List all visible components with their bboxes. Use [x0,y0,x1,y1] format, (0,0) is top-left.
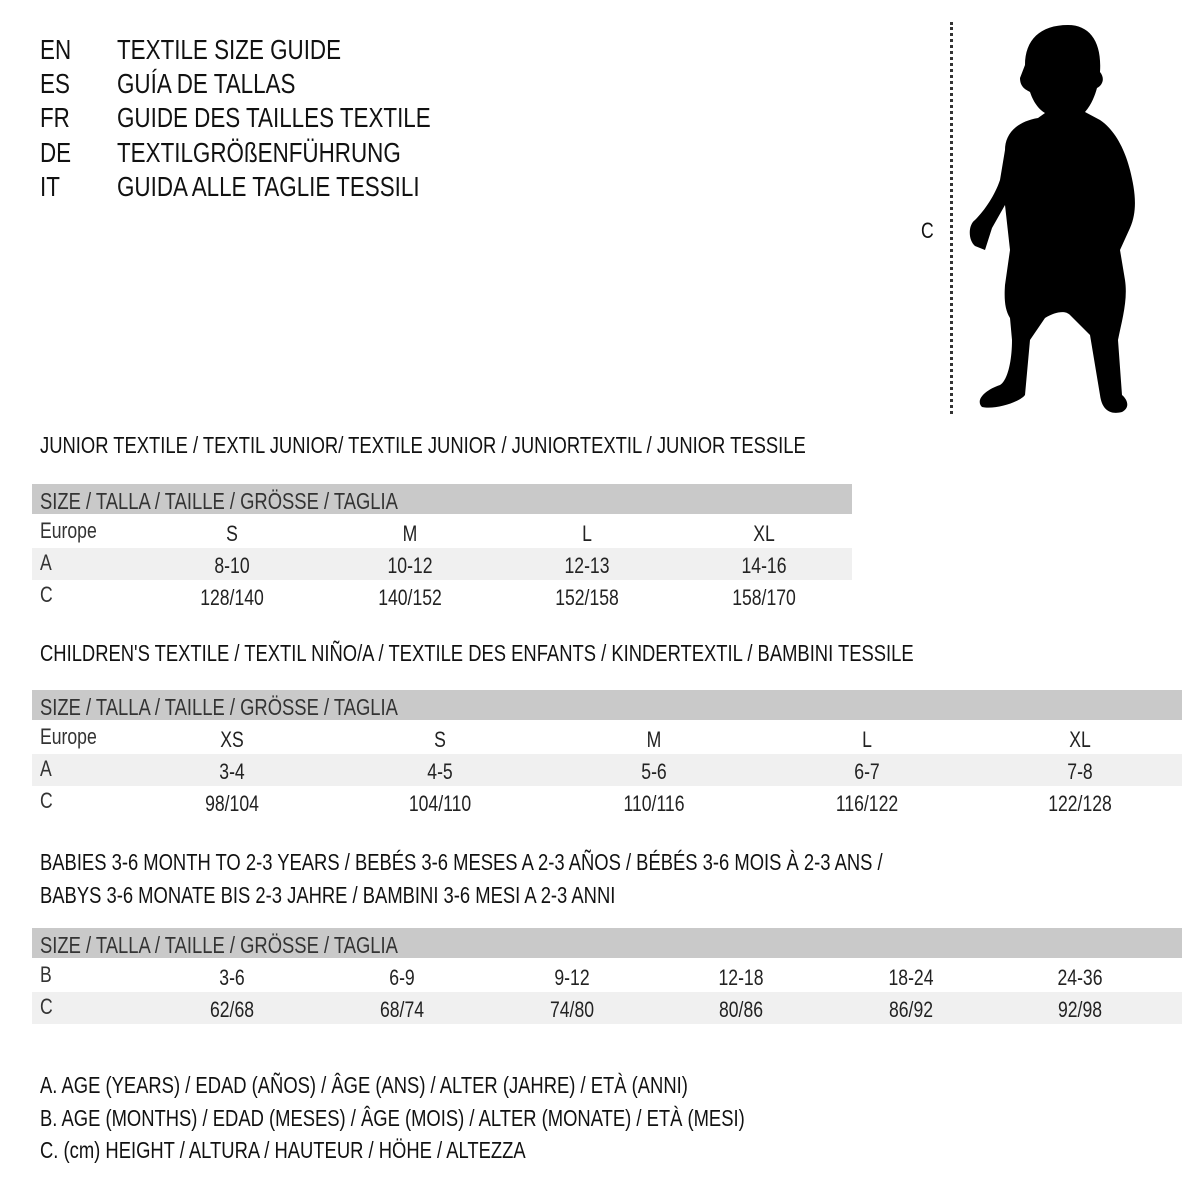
table-cell: 8-10 [214,553,250,578]
table-cell: 74/80 [549,997,595,1022]
table-cell: 92/98 [1057,997,1103,1022]
table-row: C 128/140 140/152 152/158 158/170 [32,580,852,612]
lang-code: IT [40,171,60,202]
table-row: A 8-10 10-12 12-13 14-16 [32,548,852,580]
height-dotted-line [950,22,953,414]
table-cell: S [434,727,446,752]
table-cell: L [862,727,872,752]
lang-title: GUÍA DE TALLAS [117,68,296,99]
legend-item-b: B. AGE (MONTHS) / EDAD (MESES) / ÂGE (MO… [40,1105,745,1131]
lang-code: DE [40,137,72,168]
table-cell: 9-12 [554,965,590,990]
table-cell: 24-36 [1057,965,1103,990]
legend-item-c: C. (cm) HEIGHT / ALTURA / HAUTEUR / HÖHE… [40,1137,526,1163]
table-cell: 110/116 [623,791,685,816]
table-cell: 86/92 [888,997,934,1022]
section-title: CHILDREN'S TEXTILE / TEXTIL NIÑO/A / TEX… [40,640,914,666]
table-row: A 3-4 4-5 5-6 6-7 7-8 [32,754,1182,786]
row-label: C [40,994,53,1019]
table-cell: 80/86 [718,997,764,1022]
table-cell: 5-6 [641,759,667,784]
table-row: C 98/104 104/110 110/116 116/122 122/128 [32,786,1182,818]
table-cell: XS [220,727,244,752]
table-cell: 98/104 [205,791,259,816]
section-title: BABIES 3-6 MONTH TO 2-3 YEARS / BEBÉS 3-… [40,849,883,875]
row-label: Europe [40,518,97,543]
child-silhouette-icon [969,25,1135,413]
table-cell: 128/140 [200,585,264,610]
table-cell: 7-8 [1067,759,1093,784]
table-row: Europe S M L XL [32,516,852,548]
table-row: B 3-6 6-9 9-12 12-18 18-24 24-36 [32,960,1182,992]
table-cell: 12-13 [564,553,610,578]
table-cell: 12-18 [718,965,764,990]
table-cell: 152/158 [555,585,619,610]
table-cell: 116/122 [835,791,899,816]
table-header: SIZE / TALLA / TAILLE / GRÖSSE / TAGLIA [32,690,1182,720]
table-cell: 140/152 [378,585,442,610]
table-cell: 6-9 [389,965,415,990]
table-row: Europe XS S M L XL [32,722,1182,754]
table-cell: 104/110 [408,791,472,816]
row-label: C [40,582,53,607]
table-header-label: SIZE / TALLA / TAILLE / GRÖSSE / TAGLIA [40,694,398,720]
table-cell: 14-16 [741,553,787,578]
row-label: Europe [40,724,97,749]
table-cell: 122/128 [1048,791,1112,816]
table-cell: S [226,521,238,546]
table-cell: XL [1069,727,1091,752]
table-cell: M [402,521,418,546]
table-header-label: SIZE / TALLA / TAILLE / GRÖSSE / TAGLIA [40,488,398,514]
lang-code: EN [40,34,72,65]
table-cell: 6-7 [854,759,880,784]
table-header: SIZE / TALLA / TAILLE / GRÖSSE / TAGLIA [32,928,1182,958]
table-cell: M [646,727,662,752]
row-label: C [40,788,53,813]
row-label: B [40,962,52,987]
lang-code: ES [40,68,70,99]
lang-title: GUIDE DES TAILLES TEXTILE [117,102,431,133]
table-header-label: SIZE / TALLA / TAILLE / GRÖSSE / TAGLIA [40,932,398,958]
table-cell: 3-6 [219,965,245,990]
table-cell: 3-4 [219,759,245,784]
measure-label: C [921,218,934,243]
table-cell: 158/170 [732,585,796,610]
lang-title: TEXTILGRÖßENFÜHRUNG [117,137,401,168]
table-cell: 10-12 [387,553,433,578]
section-title: BABYS 3-6 MONATE BIS 2-3 JAHRE / BAMBINI… [40,882,616,908]
legend-item-a: A. AGE (YEARS) / EDAD (AÑOS) / ÂGE (ANS)… [40,1072,688,1098]
section-title: JUNIOR TEXTILE / TEXTIL JUNIOR/ TEXTILE … [40,432,806,458]
lang-title: GUIDA ALLE TAGLIE TESSILI [117,171,420,202]
table-row: C 62/68 68/74 74/80 80/86 86/92 92/98 [32,992,1182,1024]
lang-code: FR [40,102,70,133]
row-label: A [40,756,52,781]
table-header: SIZE / TALLA / TAILLE / GRÖSSE / TAGLIA [32,484,852,514]
table-cell: 4-5 [427,759,453,784]
table-cell: 68/74 [379,997,425,1022]
table-cell: XL [753,521,775,546]
table-cell: 18-24 [888,965,934,990]
table-cell: 62/68 [209,997,255,1022]
lang-title: TEXTILE SIZE GUIDE [117,34,342,65]
row-label: A [40,550,52,575]
table-cell: L [582,521,592,546]
